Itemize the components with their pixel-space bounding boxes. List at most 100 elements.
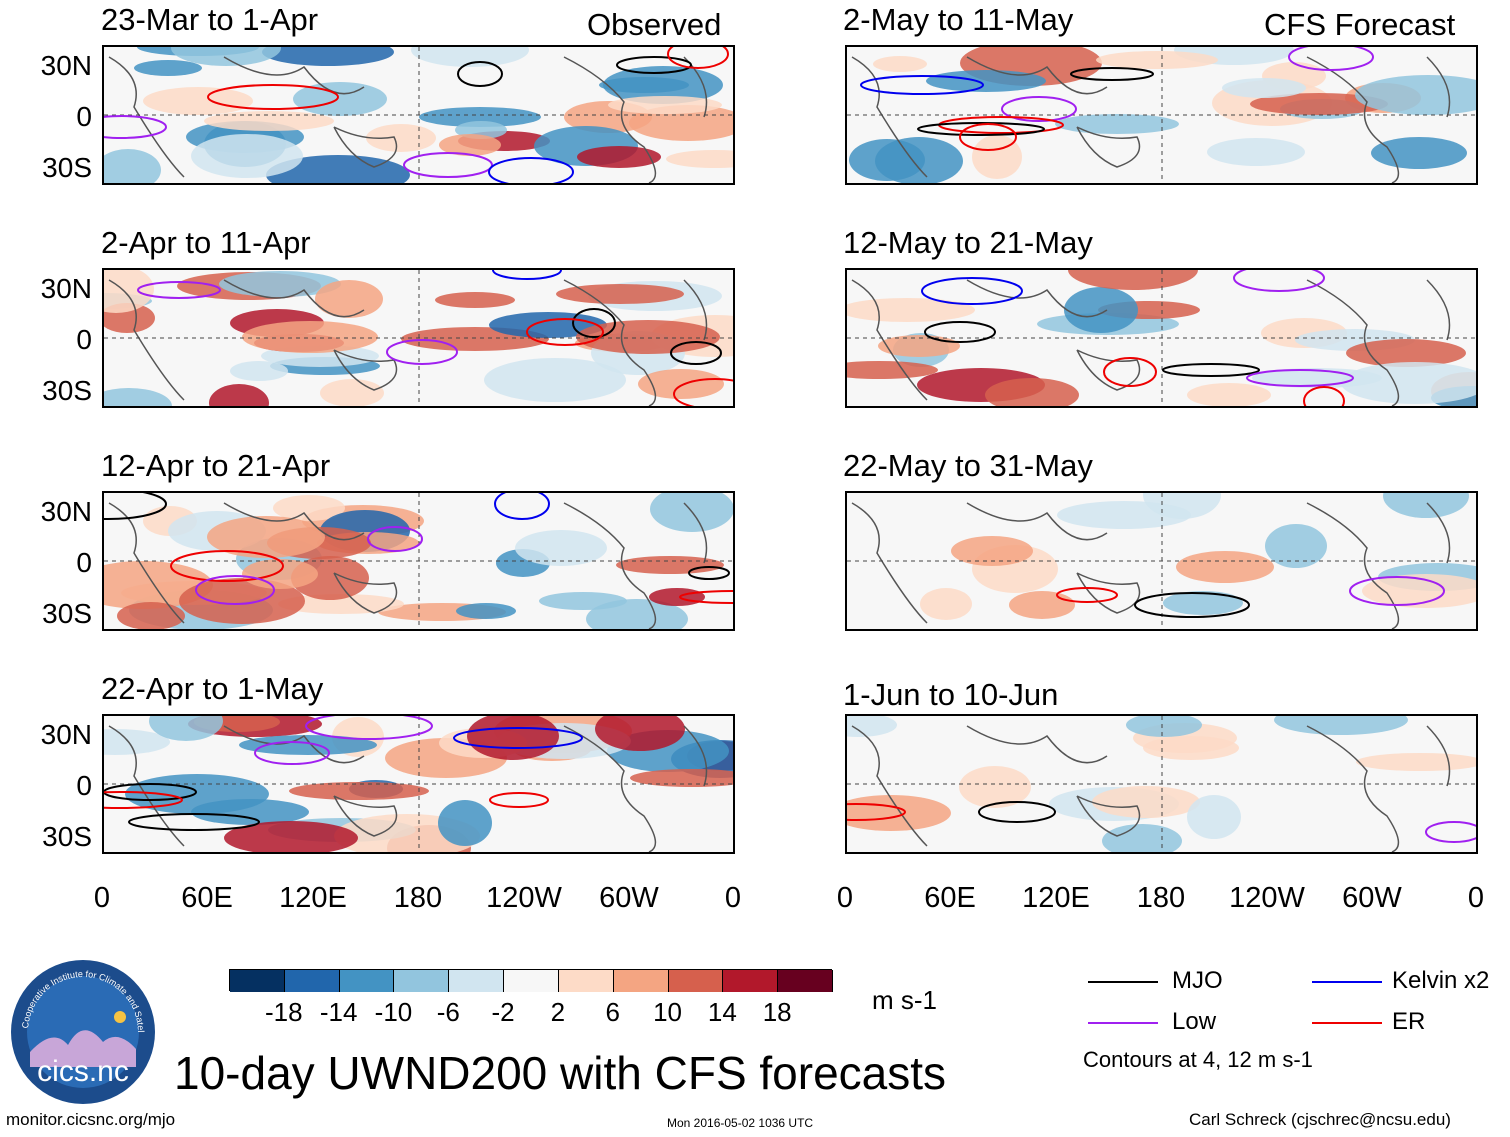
negative-anomaly-blob [650,493,733,532]
lon-tick-label: 60E [924,882,976,914]
contour-line [492,270,562,280]
colorbar-swatch [668,970,724,992]
contour-line [104,115,167,139]
negative-anomaly-blob [239,735,377,755]
footer-url[interactable]: monitor.cicsnc.org/mjo [6,1110,176,1129]
positive-anomaly-blob [439,134,501,156]
lat-label-30s: 30S [42,152,92,183]
contour-line [670,341,722,365]
colorbar-tick-label: 6 [605,997,620,1027]
colorbar-tick-label: 14 [707,997,737,1027]
contour-line [494,493,550,520]
negative-anomaly-blob [1207,138,1305,166]
positive-anomaly-blob [873,56,927,72]
contour-line [453,727,583,749]
americas-outline [563,279,708,406]
contour-line [104,791,183,809]
contour-line [104,493,167,520]
colorbar-swatch [778,970,833,992]
coastline-outline [851,725,1108,847]
contour-line [917,122,1045,136]
positive-anomaly-blob [666,150,733,168]
legend-label-kelvin: Kelvin x2 [1392,967,1490,994]
australia-outline [1076,795,1141,837]
lon-tick-label: 180 [393,882,443,914]
cics-logo: Cooperative Institute for Climate and Sa… [5,949,158,1107]
negative-anomaly-blob [1274,716,1408,735]
positive-anomaly-blob [315,280,383,318]
logo-text: cics.nc [37,1055,129,1088]
contour-line [1134,592,1250,618]
legend-line-low [1088,1022,1158,1024]
panel-title: 2-May to 11-May [843,2,1074,37]
negative-anomaly-blob [411,47,529,67]
footer-timestamp: Mon 2016-05-02 1036 UTC [667,1116,814,1130]
negative-anomaly-blob [1055,114,1179,134]
lon-tick-label: 120E [1022,882,1090,914]
lon-tick-label: 120E [279,882,347,914]
negative-anomaly-blob [1102,824,1182,852]
units-label: m s-1 [872,985,937,1015]
negative-anomaly-blob [586,599,688,629]
positive-anomaly-blob [847,795,951,831]
legend-line-er [1312,1022,1382,1024]
positive-anomaly-blob [1250,93,1388,115]
contour-line [1349,576,1445,606]
lon-tick-label: 180 [1136,882,1186,914]
positive-anomaly-blob [556,284,684,304]
contour-line [457,61,503,87]
positive-anomaly-blob [242,321,378,353]
contour-line [924,321,996,343]
forecast-column-label: CFS Forecast [1264,7,1456,42]
americas-outline [563,502,708,629]
contour-line [305,716,433,740]
contour-line [1425,821,1476,843]
contour-line [137,281,221,299]
contour-line [1056,587,1118,603]
positive-anomaly-blob [847,361,938,379]
positive-anomaly-blob [104,270,154,313]
negative-anomaly-blob [1163,591,1243,615]
negative-anomaly-blob [1126,716,1202,737]
negative-anomaly-blob [230,361,288,381]
negative-anomaly-blob [104,388,172,406]
lon-tick-label: 0 [1467,882,1485,914]
positive-anomaly-blob [204,111,334,131]
lon-tick-label: 0 [93,882,111,914]
coastline-outline [108,725,365,847]
lon-tick-label: 60E [181,882,233,914]
positive-anomaly-blob [1096,51,1218,69]
map-panel-forecast-2 [845,268,1478,408]
legend-line-mjo [1088,981,1158,983]
panel-title: 12-Apr to 21-Apr [101,448,331,483]
positive-anomaly-blob [467,716,559,760]
positive-anomaly-blob [224,821,358,852]
contour-line [921,277,1023,305]
negative-anomaly-blob [515,530,607,566]
colorbar-tick-label: 10 [653,997,682,1027]
coastline-outline [851,502,1108,624]
contour-line [1070,67,1154,81]
americas-outline [1306,56,1451,183]
map-panel-observed-2 [102,268,735,408]
positive-anomaly-blob [1346,339,1466,367]
negative-anomaly-blob [847,716,897,737]
negative-anomaly-blob [134,60,202,76]
contour-line [1162,363,1260,377]
lat-label-eq: 0 [76,101,92,132]
contour-line [1001,96,1077,122]
contour-line [978,801,1056,823]
colorbar-swatch [613,970,669,992]
positive-anomaly-blob [273,495,345,521]
negative-anomaly-blob [1057,501,1191,529]
contour-line [572,308,616,338]
lat-label-eq: 0 [76,547,92,578]
contour-line [1246,369,1354,387]
panel-title: 2-Apr to 11-Apr [101,225,311,260]
contour-line [959,123,1017,151]
contour-line [673,378,733,406]
positive-anomaly-blob [576,320,720,354]
coastline-outline [108,279,365,401]
americas-outline [1306,279,1451,406]
